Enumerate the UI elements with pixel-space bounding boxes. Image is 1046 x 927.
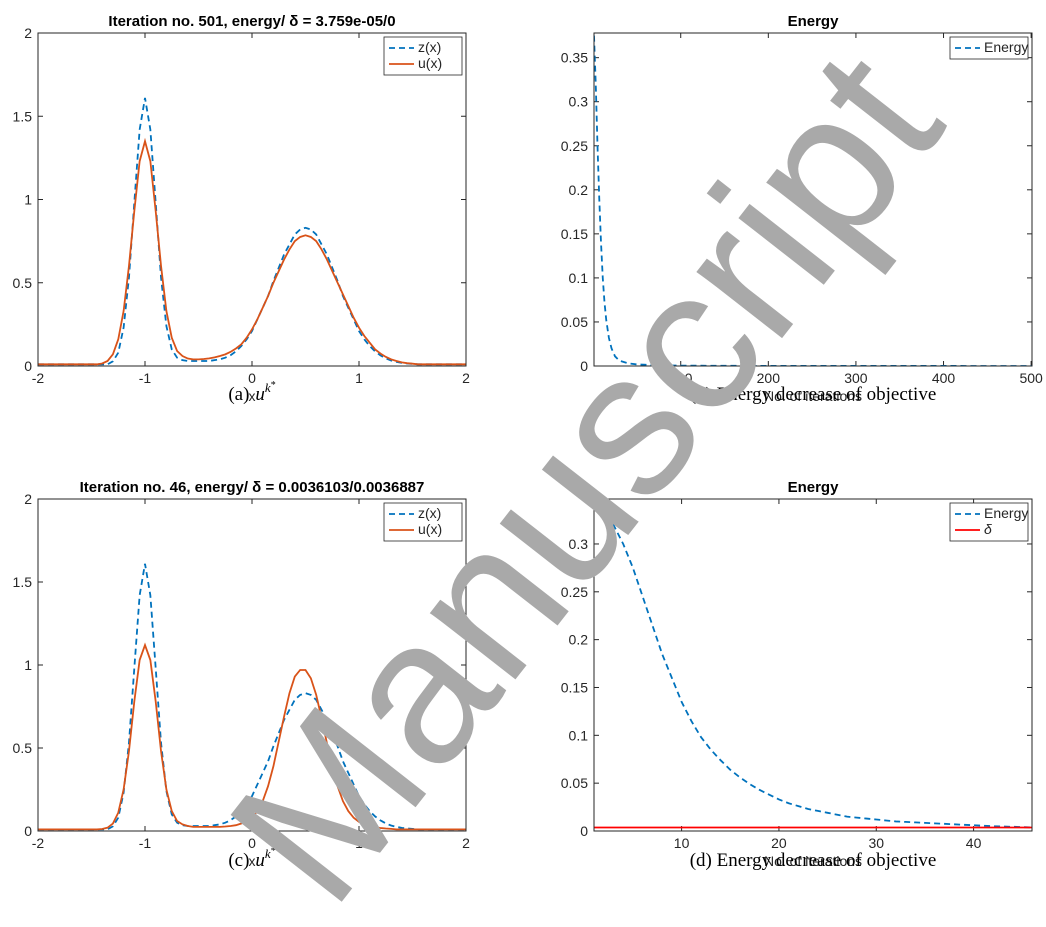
- x-axis-label: x: [249, 388, 256, 404]
- y-tick-label: 0.05: [561, 314, 588, 330]
- x-tick-label: 2: [462, 835, 470, 851]
- x-tick-label: 40: [966, 835, 982, 851]
- x-axis-label: No. of iterations: [764, 388, 862, 404]
- x-tick-label: 20: [771, 835, 787, 851]
- axes-box: [593, 32, 1033, 367]
- x-tick-label: 30: [868, 835, 884, 851]
- legend-label: δ: [984, 521, 992, 537]
- x-tick-label: 1: [355, 835, 363, 851]
- x-tick-label: 0: [248, 370, 256, 386]
- legend-label: z(x): [418, 505, 441, 521]
- caption-label: (d) Energy decrease of objective: [690, 850, 937, 871]
- y-tick-label: 0: [580, 358, 588, 374]
- y-tick-label: 0.25: [561, 138, 588, 154]
- caption-symbol: u: [255, 384, 265, 405]
- data-line: [594, 500, 1032, 829]
- y-tick-label: 0.1: [569, 270, 589, 286]
- legend-label: z(x): [418, 39, 441, 55]
- caption-superscript: k: [265, 846, 271, 861]
- chart-title: Energy: [788, 13, 840, 30]
- x-tick-label: -2: [32, 370, 45, 386]
- x-axis-label: No. of iterations: [764, 853, 862, 869]
- y-tick-label: 0.05: [561, 775, 588, 791]
- y-tick-label: 0.5: [13, 740, 33, 756]
- y-tick-label: 2: [24, 25, 32, 41]
- legend-box: [949, 36, 1029, 60]
- caption-symbol: u: [255, 850, 265, 871]
- legend-label: u(x): [418, 521, 442, 537]
- caption-superscript: k: [265, 380, 271, 395]
- data-line: [38, 97, 466, 366]
- chart-title: Energy: [788, 479, 840, 496]
- data-line: [38, 642, 466, 831]
- caption: (a) uk*: [228, 380, 275, 405]
- x-tick-label: 10: [674, 835, 690, 851]
- y-tick-label: 0.2: [569, 182, 589, 198]
- x-tick-label: 100: [669, 370, 693, 386]
- y-tick-label: 0.25: [561, 584, 588, 600]
- legend-label: Energy: [984, 39, 1028, 55]
- caption: (b) Energy decrease of objective: [690, 384, 937, 405]
- axes-background: [594, 33, 1032, 366]
- axes-box: [37, 498, 467, 832]
- y-tick-label: 0: [24, 358, 32, 374]
- x-tick-label: 1: [355, 370, 363, 386]
- y-tick-label: 1.5: [13, 574, 33, 590]
- y-tick-label: 0.3: [569, 536, 589, 552]
- data-line: [38, 137, 466, 366]
- legend-box: [949, 502, 1029, 542]
- y-tick-label: 0.3: [569, 94, 589, 110]
- caption-label: (c): [228, 850, 249, 871]
- y-tick-label: 1.5: [13, 108, 33, 124]
- chart-title: Iteration no. 501, energy/ δ = 3.759e-05…: [108, 13, 395, 30]
- caption-label: (a): [228, 384, 249, 405]
- x-tick-label: -2: [32, 835, 45, 851]
- caption-superscript-mark: *: [271, 846, 276, 857]
- y-tick-label: 0.2: [569, 632, 589, 648]
- axes-box: [37, 32, 467, 367]
- caption: (d) Energy decrease of objective: [690, 850, 937, 871]
- legend-box: [383, 502, 463, 542]
- legend-label: Energy: [984, 505, 1028, 521]
- y-tick-label: 2: [24, 491, 32, 507]
- x-tick-label: 300: [844, 370, 868, 386]
- y-tick-label: 0.15: [561, 226, 588, 242]
- x-axis-label: x: [249, 853, 256, 869]
- y-tick-label: 0.15: [561, 679, 588, 695]
- x-tick-label: 400: [932, 370, 956, 386]
- data-line: [38, 563, 466, 831]
- axes-background: [38, 499, 466, 831]
- chart-title: Iteration no. 46, energy/ δ = 0.0036103/…: [80, 479, 425, 496]
- x-tick-label: 500: [1019, 370, 1043, 386]
- x-tick-label: -1: [139, 835, 152, 851]
- x-tick-label: -1: [139, 370, 152, 386]
- y-tick-label: 0.1: [569, 727, 589, 743]
- y-tick-label: 0.5: [13, 275, 33, 291]
- y-tick-label: 0: [24, 823, 32, 839]
- y-tick-label: 1: [24, 657, 32, 673]
- legend-label: u(x): [418, 55, 442, 71]
- x-tick-label: 2: [462, 370, 470, 386]
- y-tick-label: 0: [580, 823, 588, 839]
- y-tick-label: 1: [24, 192, 32, 208]
- y-tick-label: 0.35: [561, 50, 588, 66]
- caption: (c) uk*: [228, 846, 275, 871]
- caption-label: (b) Energy decrease of objective: [690, 384, 937, 405]
- legend-box: [383, 36, 463, 76]
- caption-superscript-mark: *: [271, 380, 276, 391]
- x-tick-label: 0: [248, 835, 256, 851]
- axes-box: [593, 498, 1033, 832]
- x-tick-label: 200: [757, 370, 781, 386]
- axes-background: [38, 33, 466, 366]
